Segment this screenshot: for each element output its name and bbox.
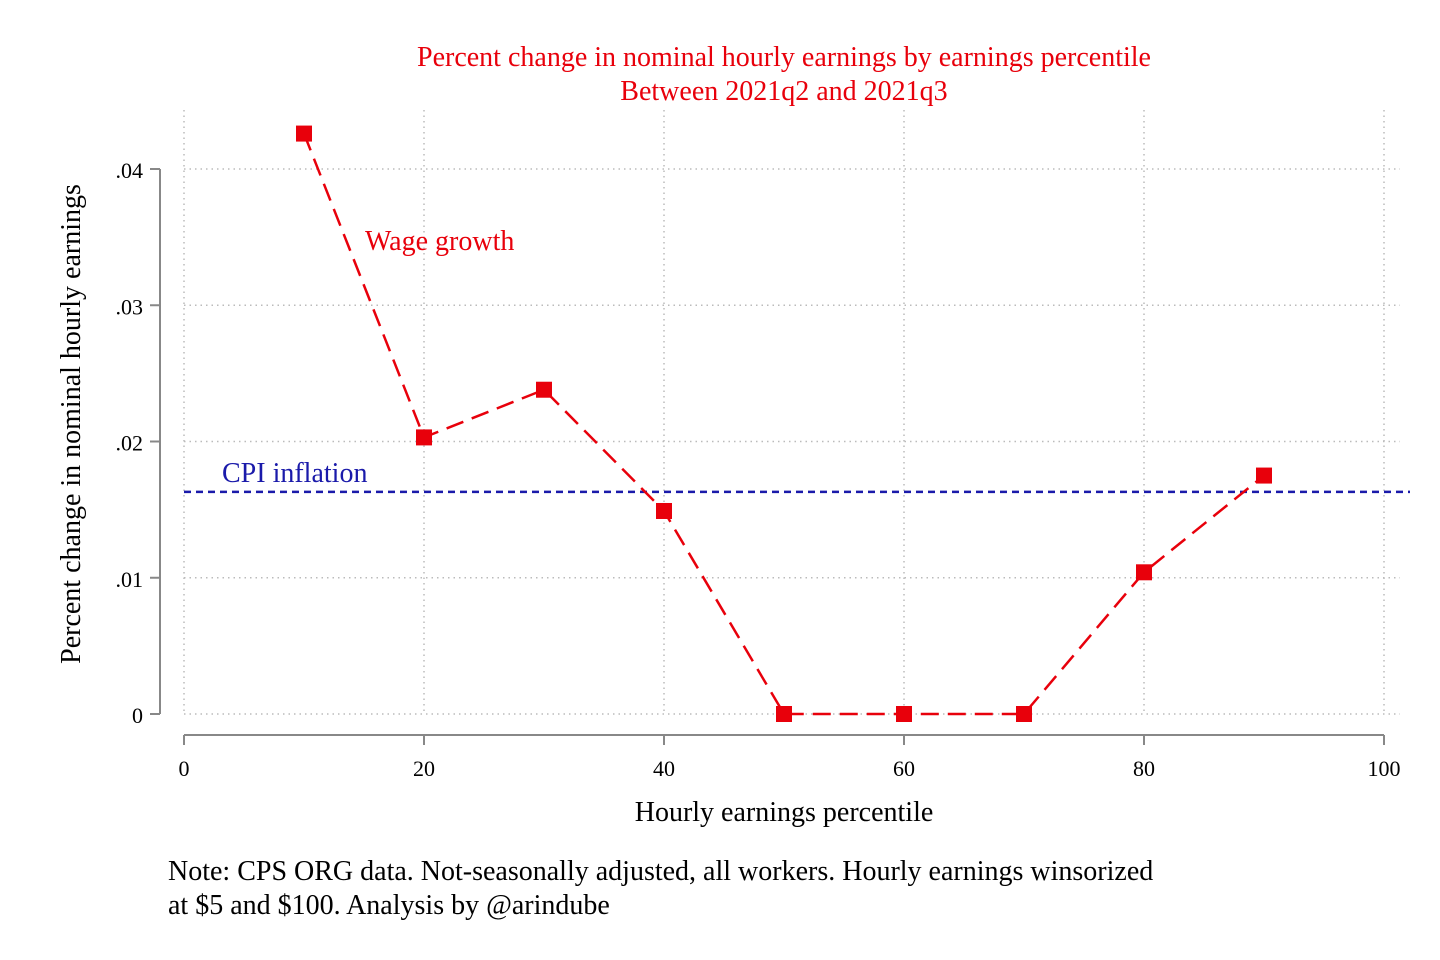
data-point — [416, 429, 432, 446]
ref-label-cpi-inflation: CPI inflation — [222, 458, 367, 489]
data-point — [896, 706, 912, 722]
ticks: 0 .01 .02 .03 .04 0 20 40 60 80 100 — [116, 158, 1401, 781]
series — [296, 125, 1272, 722]
note-line-1: Note: CPS ORG data. Not-seasonally adjus… — [168, 856, 1153, 887]
x-tick-label: 100 — [1368, 756, 1401, 781]
series-label-wage-growth: Wage growth — [365, 226, 514, 257]
note-line-2: at $5 and $100. Analysis by @arindube — [168, 890, 610, 921]
chart-title: Percent change in nominal hourly earning… — [417, 42, 1151, 73]
x-tick-label: 0 — [179, 756, 190, 781]
x-tick-label: 80 — [1133, 756, 1155, 781]
chart-subtitle: Between 2021q2 and 2021q3 — [620, 76, 947, 107]
data-point — [296, 125, 312, 142]
y-axis-label: Percent change in nominal hourly earning… — [56, 184, 87, 664]
x-tick-label: 20 — [413, 756, 435, 781]
y-tick-label: .03 — [116, 294, 144, 319]
x-axis-label: Hourly earnings percentile — [635, 797, 934, 828]
series-line — [302, 133, 1265, 716]
data-point — [776, 706, 792, 722]
data-point — [1256, 467, 1272, 484]
x-tick-label: 60 — [893, 756, 915, 781]
x-tick-label: 40 — [653, 756, 675, 781]
grid — [183, 110, 1400, 715]
y-tick-label: .01 — [116, 567, 144, 592]
data-point — [1136, 564, 1152, 581]
data-point — [1016, 706, 1032, 722]
y-tick-label: .04 — [116, 158, 144, 183]
y-tick-label: .02 — [116, 431, 144, 456]
y-tick-label: 0 — [132, 703, 143, 728]
data-point — [656, 502, 672, 519]
data-point — [536, 381, 552, 398]
